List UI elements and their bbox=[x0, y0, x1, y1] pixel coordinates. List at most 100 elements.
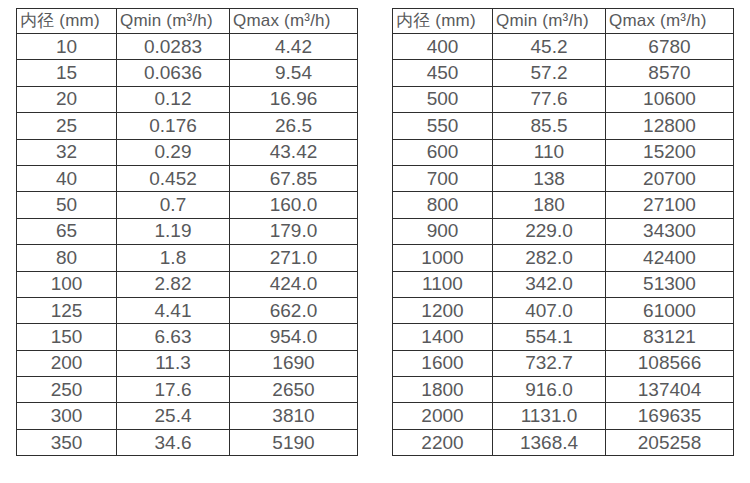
table-cell: 17.6 bbox=[117, 377, 230, 403]
table-cell: 4.42 bbox=[230, 34, 358, 60]
table-cell: 180 bbox=[493, 192, 606, 218]
table-cell: 50 bbox=[17, 192, 117, 218]
table-cell: 300 bbox=[17, 403, 117, 429]
table-cell: 40 bbox=[17, 165, 117, 191]
table-cell: 1.19 bbox=[117, 218, 230, 244]
table-cell: 500 bbox=[393, 86, 493, 112]
table-row: 1254.41662.0 bbox=[17, 297, 358, 323]
header-row: 内径 (mm) Qmin (m³/h) Qmax (m³/h) bbox=[17, 9, 358, 34]
table-row: 500.7160.0 bbox=[17, 192, 358, 218]
table-cell: 85.5 bbox=[493, 113, 606, 139]
table-row: 250.17626.5 bbox=[17, 113, 358, 139]
col-header-qmin: Qmin (m³/h) bbox=[117, 9, 230, 34]
table-cell: 554.1 bbox=[493, 324, 606, 350]
table-cell: 110 bbox=[493, 139, 606, 165]
table-cell: 27100 bbox=[606, 192, 734, 218]
table-cell: 400 bbox=[393, 34, 493, 60]
col-header-qmax: Qmax (m³/h) bbox=[230, 9, 358, 34]
table-cell: 51300 bbox=[606, 271, 734, 297]
table-row: 200.1216.96 bbox=[17, 86, 358, 112]
table-cell: 43.42 bbox=[230, 139, 358, 165]
table-row: 1100342.051300 bbox=[393, 271, 734, 297]
spec-tables-container: 内径 (mm) Qmin (m³/h) Qmax (m³/h) 100.0283… bbox=[16, 8, 734, 456]
table-row: 801.8271.0 bbox=[17, 245, 358, 271]
table-row: 55085.512800 bbox=[393, 113, 734, 139]
table-cell: 169635 bbox=[606, 403, 734, 429]
table-row: 35034.65190 bbox=[17, 429, 358, 455]
table-cell: 732.7 bbox=[493, 350, 606, 376]
table-cell: 1200 bbox=[393, 297, 493, 323]
table-cell: 550 bbox=[393, 113, 493, 139]
table-cell: 0.12 bbox=[117, 86, 230, 112]
table-cell: 1.8 bbox=[117, 245, 230, 271]
table-row: 651.19179.0 bbox=[17, 218, 358, 244]
table-row: 150.06369.54 bbox=[17, 60, 358, 86]
table-cell: 250 bbox=[17, 377, 117, 403]
table-cell: 1400 bbox=[393, 324, 493, 350]
table-row: 100.02834.42 bbox=[17, 34, 358, 60]
table-cell: 662.0 bbox=[230, 297, 358, 323]
table-cell: 200 bbox=[17, 350, 117, 376]
table-cell: 25.4 bbox=[117, 403, 230, 429]
table-cell: 2200 bbox=[393, 429, 493, 455]
flow-range-table-small-diameters: 内径 (mm) Qmin (m³/h) Qmax (m³/h) 100.0283… bbox=[16, 8, 358, 456]
col-header-qmin: Qmin (m³/h) bbox=[493, 9, 606, 34]
table-cell: 229.0 bbox=[493, 218, 606, 244]
table-row: 70013820700 bbox=[393, 165, 734, 191]
table-cell: 67.85 bbox=[230, 165, 358, 191]
table-cell: 65 bbox=[17, 218, 117, 244]
table-cell: 282.0 bbox=[493, 245, 606, 271]
table-row: 25017.62650 bbox=[17, 377, 358, 403]
table-cell: 57.2 bbox=[493, 60, 606, 86]
table-cell: 0.29 bbox=[117, 139, 230, 165]
col-header-qmax: Qmax (m³/h) bbox=[606, 9, 734, 34]
table-cell: 137404 bbox=[606, 377, 734, 403]
table-cell: 61000 bbox=[606, 297, 734, 323]
table-cell: 0.0636 bbox=[117, 60, 230, 86]
table-cell: 10600 bbox=[606, 86, 734, 112]
table-cell: 100 bbox=[17, 271, 117, 297]
table-row: 400.45267.85 bbox=[17, 165, 358, 191]
table-row: 320.2943.42 bbox=[17, 139, 358, 165]
table-cell: 2000 bbox=[393, 403, 493, 429]
table-cell: 25 bbox=[17, 113, 117, 139]
table-cell: 0.7 bbox=[117, 192, 230, 218]
col-header-inner-diameter: 内径 (mm) bbox=[17, 9, 117, 34]
table-cell: 108566 bbox=[606, 350, 734, 376]
table-body: 40045.2678045057.2857050077.61060055085.… bbox=[393, 34, 734, 456]
table-row: 80018027100 bbox=[393, 192, 734, 218]
table-cell: 42400 bbox=[606, 245, 734, 271]
table-cell: 179.0 bbox=[230, 218, 358, 244]
table-cell: 1800 bbox=[393, 377, 493, 403]
table-cell: 900 bbox=[393, 218, 493, 244]
table-row: 30025.43810 bbox=[17, 403, 358, 429]
table-cell: 1131.0 bbox=[493, 403, 606, 429]
col-header-inner-diameter: 内径 (mm) bbox=[393, 9, 493, 34]
table-row: 1400554.183121 bbox=[393, 324, 734, 350]
table-cell: 3810 bbox=[230, 403, 358, 429]
table-cell: 8570 bbox=[606, 60, 734, 86]
table-cell: 954.0 bbox=[230, 324, 358, 350]
flow-range-table-large-diameters: 内径 (mm) Qmin (m³/h) Qmax (m³/h) 40045.26… bbox=[392, 8, 734, 456]
table-cell: 1368.4 bbox=[493, 429, 606, 455]
table-cell: 0.0283 bbox=[117, 34, 230, 60]
table-cell: 15200 bbox=[606, 139, 734, 165]
table-cell: 407.0 bbox=[493, 297, 606, 323]
table-row: 20001131.0169635 bbox=[393, 403, 734, 429]
table-cell: 2650 bbox=[230, 377, 358, 403]
table-row: 1600732.7108566 bbox=[393, 350, 734, 376]
table-body: 100.02834.42150.06369.54200.1216.96250.1… bbox=[17, 34, 358, 456]
table-cell: 6780 bbox=[606, 34, 734, 60]
table-cell: 83121 bbox=[606, 324, 734, 350]
table-cell: 125 bbox=[17, 297, 117, 323]
table-row: 1506.63954.0 bbox=[17, 324, 358, 350]
table-cell: 10 bbox=[17, 34, 117, 60]
table-cell: 916.0 bbox=[493, 377, 606, 403]
table-cell: 700 bbox=[393, 165, 493, 191]
table-row: 1200407.061000 bbox=[393, 297, 734, 323]
table-cell: 800 bbox=[393, 192, 493, 218]
table-cell: 16.96 bbox=[230, 86, 358, 112]
table-cell: 9.54 bbox=[230, 60, 358, 86]
table-cell: 11.3 bbox=[117, 350, 230, 376]
table-cell: 0.452 bbox=[117, 165, 230, 191]
